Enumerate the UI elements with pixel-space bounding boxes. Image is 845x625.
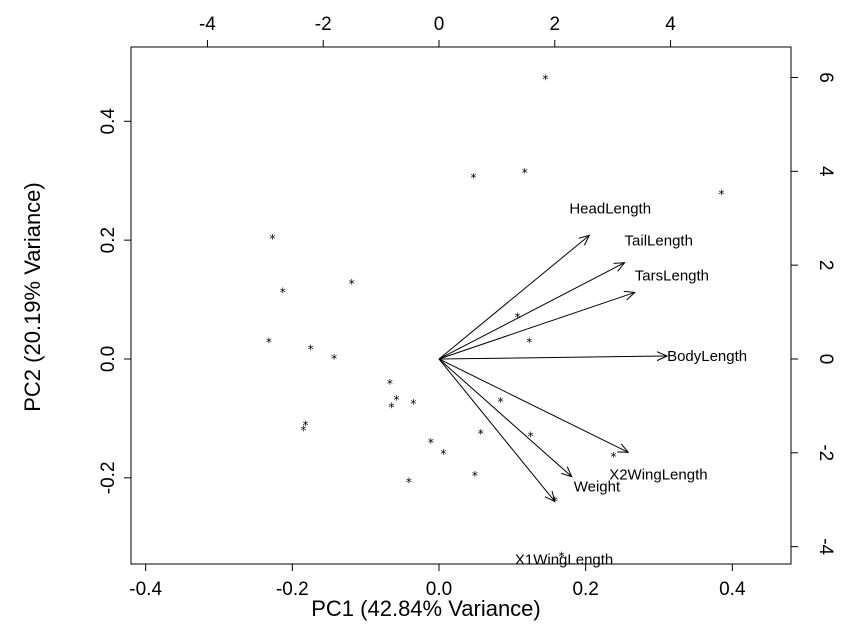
arrowhead-weight xyxy=(561,466,573,478)
score-point: * xyxy=(472,469,478,483)
score-point: * xyxy=(388,401,394,415)
x-tick-label: 0.2 xyxy=(572,579,598,600)
score-point: * xyxy=(526,335,532,349)
right-tick-label: 6 xyxy=(815,72,836,83)
loading-label-tarslength: TarsLength xyxy=(635,267,709,284)
right-tick-label: -2 xyxy=(815,444,836,461)
plot-frame xyxy=(130,46,792,565)
score-point: * xyxy=(349,277,355,291)
score-point: * xyxy=(428,436,434,450)
y-axis-left: -0.2 0.0 0.2 0.4 xyxy=(98,108,131,494)
y-axis-right: -4 -2 0 2 4 6 xyxy=(791,72,836,556)
loading-arrows: HeadLength TailLength TarsLength BodyLength… xyxy=(438,200,747,569)
score-point: * xyxy=(542,73,548,87)
loading-label-taillength: TailLength xyxy=(625,233,693,250)
score-point: * xyxy=(718,187,724,201)
score-point: * xyxy=(266,335,272,349)
right-tick-label: 2 xyxy=(815,260,836,271)
score-point: * xyxy=(406,476,412,490)
loading-label-bodylength: BodyLength xyxy=(667,348,747,365)
loading-arrow-weight xyxy=(438,358,573,478)
top-tick-label: 2 xyxy=(550,14,561,35)
score-point: * xyxy=(393,393,399,407)
x-axis-title: PC1 (42.84% Variance) xyxy=(311,596,541,621)
top-tick-label: -4 xyxy=(199,14,216,35)
arrowhead-x2winglength xyxy=(617,443,630,453)
y-tick-label: 0.2 xyxy=(98,227,119,253)
loading-arrow-taillength xyxy=(438,262,625,360)
arrowhead-headlength xyxy=(578,234,591,246)
loading-arrow-bodylength xyxy=(438,355,668,360)
score-point: * xyxy=(308,343,314,357)
x-axis-bottom: -0.4 -0.2 0.0 0.2 0.4 xyxy=(129,564,746,600)
score-point: * xyxy=(300,423,306,437)
top-tick-label: 4 xyxy=(665,14,676,35)
score-point: * xyxy=(303,419,309,433)
loading-label-x2winglength: X2WingLength xyxy=(609,466,707,483)
right-tick-label: 4 xyxy=(815,166,836,177)
arrowhead-taillength xyxy=(613,262,626,272)
y-tick-label: 0.4 xyxy=(98,108,119,135)
loading-label-x1winglength: X1WingLength xyxy=(515,552,613,569)
score-point: * xyxy=(280,285,286,299)
score-points: ** ************ ** *** * *** ***** xyxy=(266,73,724,564)
y-tick-label: 0.0 xyxy=(98,346,119,372)
score-point: * xyxy=(558,549,564,563)
loading-arrow-headlength xyxy=(438,234,590,360)
right-tick-label: -4 xyxy=(815,538,836,555)
loading-label-weight: Weight xyxy=(574,479,621,496)
score-point: * xyxy=(514,310,520,324)
loading-label-headlength: HeadLength xyxy=(569,200,651,217)
score-point: * xyxy=(498,395,504,409)
y-tick-label: -0.2 xyxy=(98,461,119,494)
score-point: * xyxy=(470,171,476,185)
score-point: * xyxy=(270,232,276,246)
right-tick-label: 0 xyxy=(815,354,836,365)
score-point: * xyxy=(410,397,416,411)
top-tick-label: -2 xyxy=(315,14,332,35)
loading-arrow-x2winglength xyxy=(438,358,629,453)
x-tick-label: 0.0 xyxy=(426,579,452,600)
score-point: * xyxy=(478,427,484,441)
x-tick-label: -0.2 xyxy=(276,579,309,600)
x-tick-label: -0.4 xyxy=(129,579,162,600)
y-axis-title: PC2 (20.19% Variance) xyxy=(20,182,45,412)
score-point: * xyxy=(522,166,528,180)
score-point: * xyxy=(387,377,393,391)
score-point: * xyxy=(440,447,446,461)
top-tick-label: 0 xyxy=(434,14,445,35)
arrowhead-tarslength xyxy=(623,290,636,301)
loading-arrow-tarslength xyxy=(438,291,635,360)
score-point: * xyxy=(331,352,337,366)
x-tick-label: 0.4 xyxy=(719,579,746,600)
loading-arrow-x1winglength xyxy=(438,358,556,502)
score-point: * xyxy=(611,450,617,464)
x-axis-top: -4 -2 0 2 4 xyxy=(199,14,676,47)
arrowhead-x1winglength xyxy=(544,490,556,503)
score-point: * xyxy=(528,429,534,443)
arrowhead-bodylength xyxy=(656,351,669,362)
